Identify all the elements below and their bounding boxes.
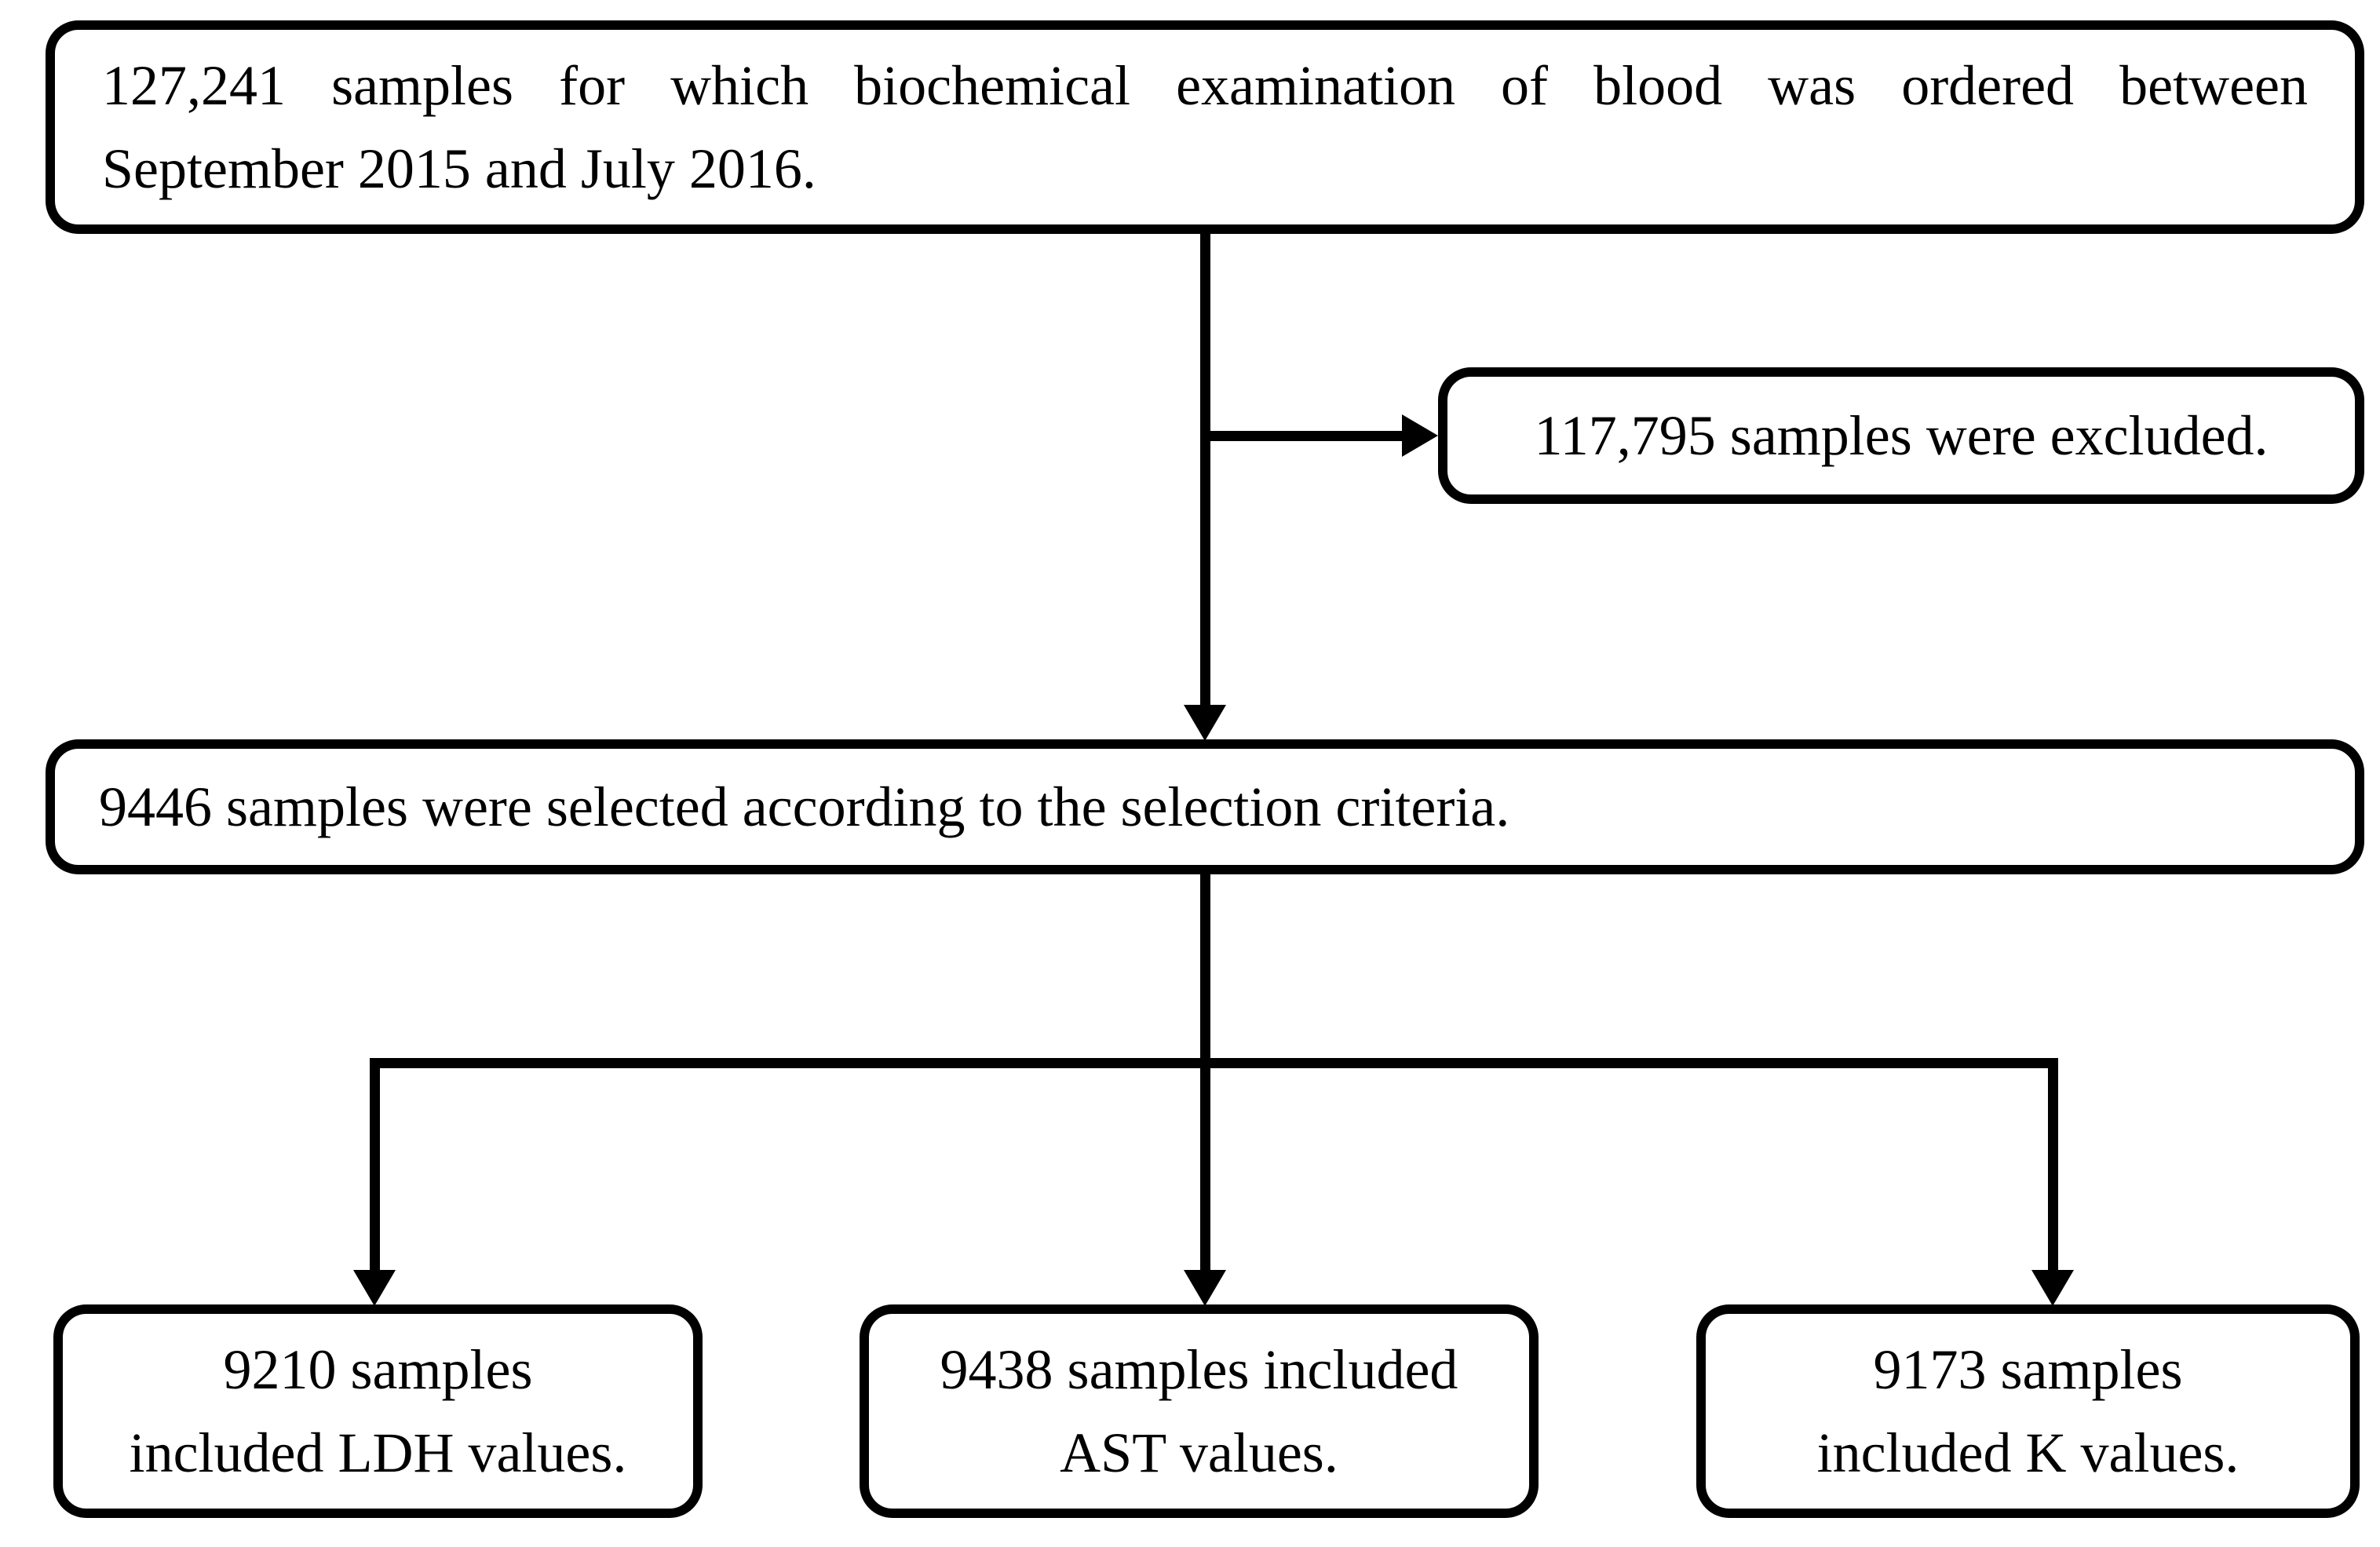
ast-samples-box: 9438 samples included AST values. <box>860 1304 1539 1518</box>
k-samples-text-line1: 9173 samples <box>1873 1338 2183 1401</box>
ldh-samples-box: 9210 samples included LDH values. <box>53 1304 703 1518</box>
ldh-samples-text-line2: included LDH values. <box>129 1421 627 1484</box>
ldh-samples-text-line1: 9210 samples <box>223 1338 533 1401</box>
arrowhead-into-excluded-box <box>1402 414 1438 457</box>
initial-samples-text-line2: September 2015 and July 2016. <box>102 137 816 200</box>
split-bar-line <box>370 1058 2058 1068</box>
selected-samples-text: 9446 samples were selected according to … <box>99 775 1510 838</box>
k-samples-text-line2: included K values. <box>1816 1421 2239 1484</box>
initial-samples-text-line1: 127,241 samples for which biochemical ex… <box>102 54 2308 117</box>
excluded-samples-box: 117,795 samples were excluded. <box>1438 367 2364 504</box>
ast-samples-text-line1: 9438 samples included <box>940 1338 1458 1401</box>
connector-selected-to-ast-line <box>1200 871 1210 1272</box>
arrowhead-into-k-box <box>2031 1270 2074 1306</box>
excluded-samples-text: 117,795 samples were excluded. <box>1534 404 2269 467</box>
ast-samples-text-line2: AST values. <box>1060 1421 1338 1484</box>
connector-drop-to-ldh-line <box>370 1058 380 1272</box>
arrowhead-into-ldh-box <box>353 1270 396 1306</box>
connector-branch-to-excluded-line <box>1206 431 1405 441</box>
k-samples-box: 9173 samples included K values. <box>1696 1304 2360 1518</box>
arrowhead-into-ast-box <box>1184 1270 1226 1306</box>
initial-samples-box: 127,241 samples for which biochemical ex… <box>46 20 2364 234</box>
connector-drop-to-k-line <box>2048 1058 2058 1272</box>
arrowhead-into-selected-box <box>1184 705 1226 741</box>
connector-initial-to-selected-line <box>1200 232 1210 708</box>
selected-samples-box: 9446 samples were selected according to … <box>46 739 2364 874</box>
